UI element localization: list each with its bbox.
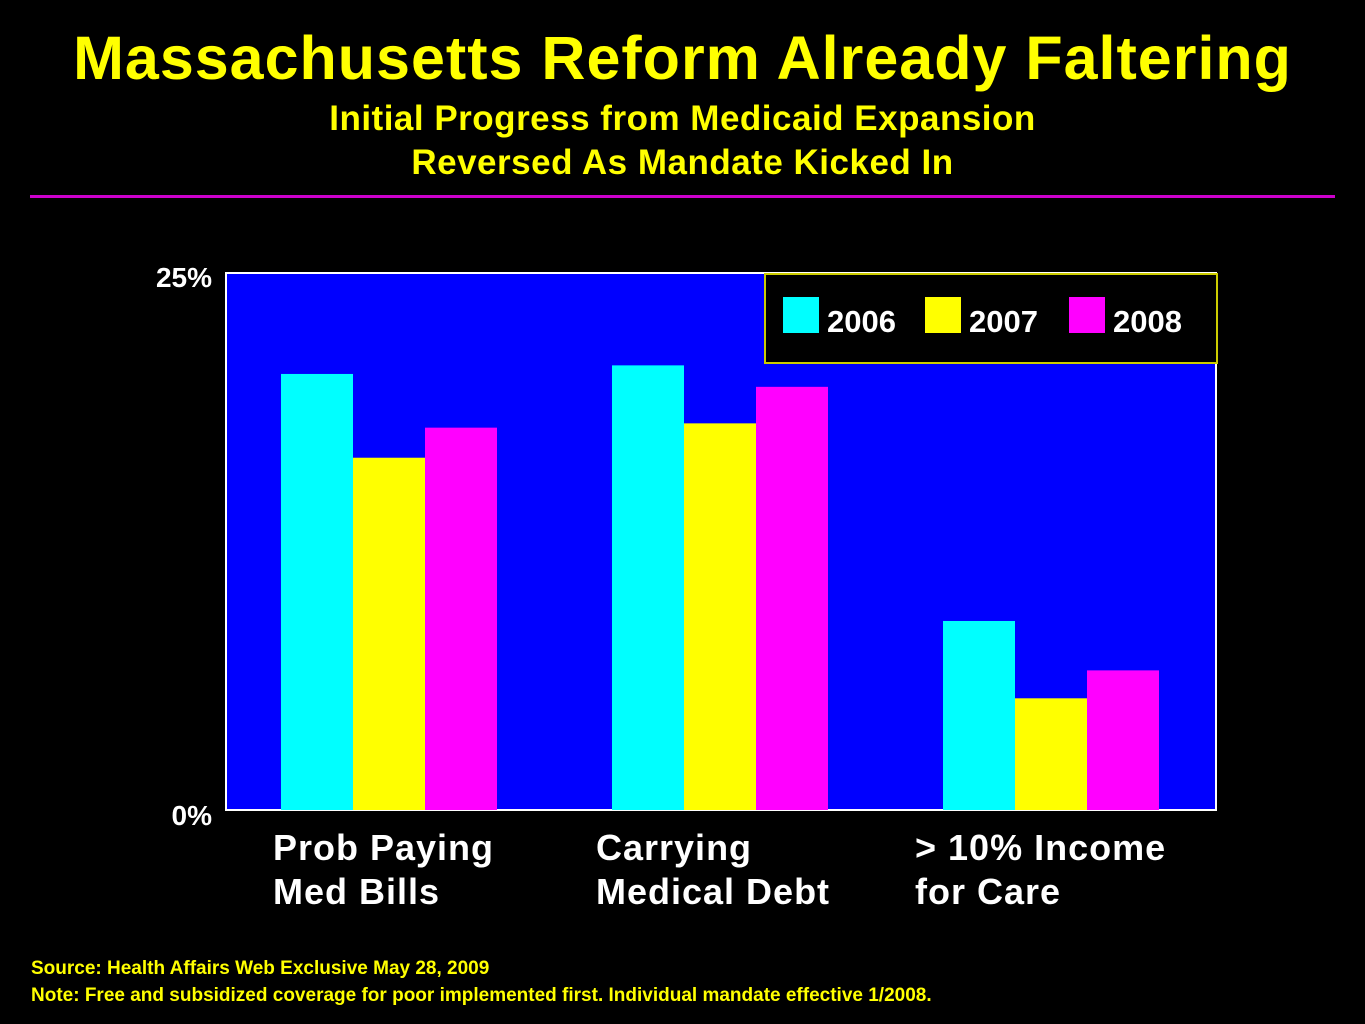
category-label-prob-paying-med-bills: Prob Paying Med Bills [273,826,494,914]
chart-title: Massachusetts Reform Already Faltering [73,24,1292,92]
chart-subtitle-line-2: Reversed As Mandate Kicked In [411,143,954,182]
y-tick-label-min: 0% [171,800,212,831]
category-label-line: Prob Paying [273,827,495,868]
chart-subtitle-line-1: Initial Progress from Medicaid Expansion [329,99,1036,138]
bar-2007-cat-3 [1015,698,1087,810]
bar-2008-cat-1 [425,427,497,810]
legend-box [764,273,1218,364]
category-label-line: Carrying [596,827,753,868]
legend-swatch-2007 [925,297,961,333]
title-divider [30,195,1335,198]
category-label-carrying-medical-debt: Carrying Medical Debt [596,826,830,914]
y-tick-label-max: 25% [155,262,212,293]
source-note: Source: Health Affairs Web Exclusive May… [31,958,490,979]
bar-2006-cat-2 [612,365,684,810]
category-label-line: > 10% Income [915,827,1167,868]
category-label-line: Medical Debt [596,871,831,912]
bar-2008-cat-3 [1087,670,1159,810]
bar-2006-cat-1 [281,373,353,810]
legend-swatch-2008 [1069,297,1105,333]
footnote: Note: Free and subsidized coverage for p… [31,985,932,1006]
bar-2007-cat-2 [684,423,756,810]
category-label-line: Med Bills [273,871,441,912]
bar-2008-cat-2 [756,386,828,810]
legend-label-2008: 2008 [1113,304,1182,339]
category-label-income-for-care: > 10% Income for Care [915,826,1166,914]
legend-label-2006: 2006 [827,304,896,339]
bar-2007-cat-1 [353,457,425,810]
category-label-line: for Care [915,871,1062,912]
bar-2006-cat-3 [943,620,1015,810]
legend-swatch-2006 [783,297,819,333]
bars-group [281,365,1159,810]
legend-label-2007: 2007 [969,304,1038,339]
legend: 2006 2007 2008 [764,273,1218,364]
